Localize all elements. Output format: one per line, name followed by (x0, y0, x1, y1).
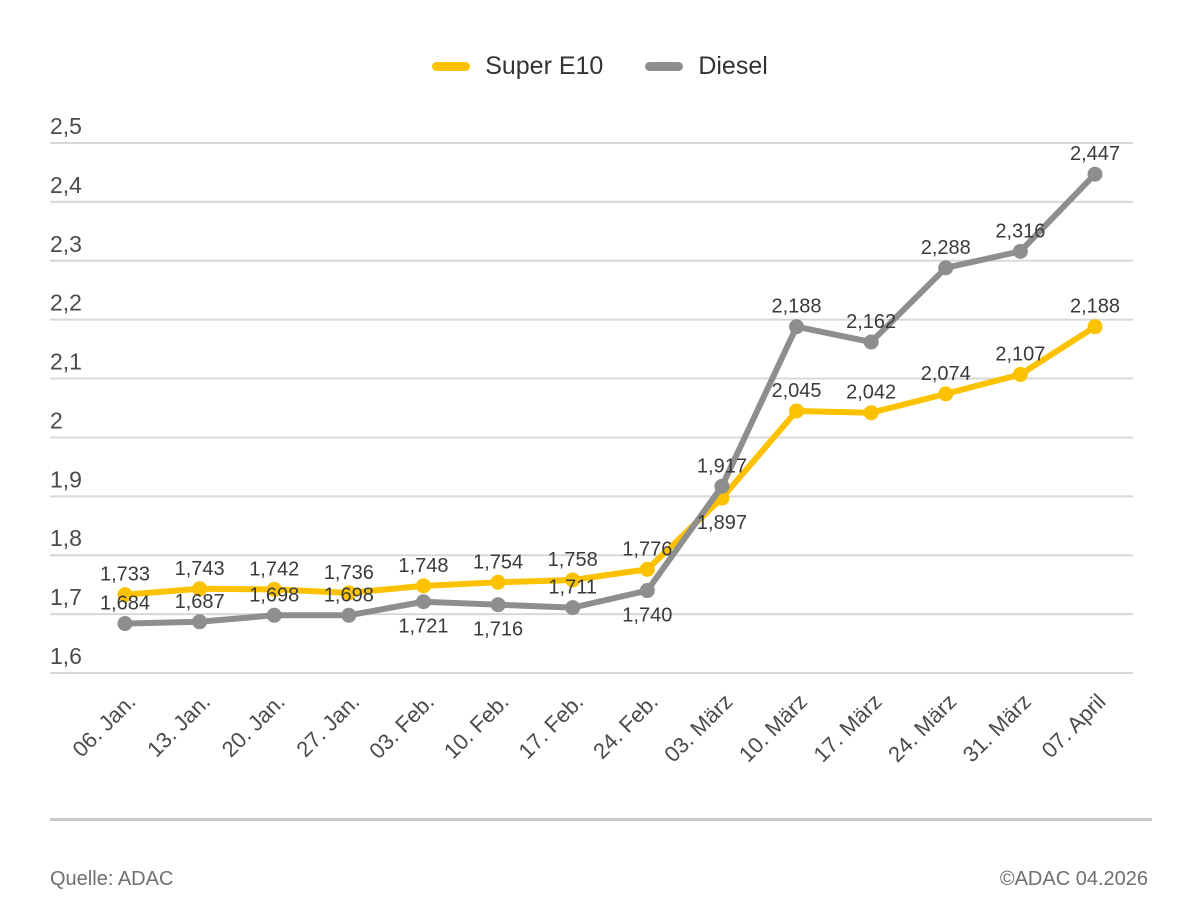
data-point-super-e10 (938, 386, 954, 402)
series-line-diesel (122, 171, 1098, 627)
data-point-value-label-diesel: 1,917 (697, 455, 747, 477)
data-point-diesel (639, 583, 655, 599)
data-point-diesel (192, 614, 208, 630)
x-axis-tick-label: 27. Jan. (291, 689, 364, 762)
legend-swatch-super-e10-line (432, 62, 471, 71)
x-axis-tick-label: 10. Feb. (439, 689, 514, 764)
data-point-super-e10 (192, 581, 208, 597)
y-axis-tick-label: 1,8 (50, 525, 82, 551)
data-point-diesel (1087, 166, 1103, 182)
data-point-diesel (714, 478, 730, 494)
data-point-value-label-super-e10: 2,042 (846, 382, 896, 404)
data-point-value-label-diesel: 2,316 (995, 220, 1045, 242)
data-point-value-label-diesel: 1,698 (249, 584, 299, 606)
data-point-value-label-super-e10: 1,742 (249, 558, 299, 580)
data-point-diesel (415, 594, 431, 610)
y-axis-tick-label: 2,2 (50, 290, 82, 316)
footer-divider (50, 818, 1152, 821)
copyright-note: ©ADAC 04.2026 (999, 868, 1148, 890)
y-axis-tick-label: 2,5 (50, 113, 82, 139)
data-point-super-e10 (266, 581, 282, 597)
data-point-super-e10 (341, 585, 357, 601)
legend-item-super-e10: Super E10 (432, 52, 603, 81)
data-point-super-e10 (565, 572, 581, 588)
y-axis-tick-label: 1,6 (50, 643, 82, 669)
x-axis-tick-label: 13. Jan. (142, 689, 215, 762)
legend-label-super-e10: Super E10 (485, 52, 604, 80)
series-line-super-e10 (122, 323, 1098, 598)
data-point-value-label-diesel: 2,288 (921, 237, 971, 259)
data-point-super-e10 (415, 578, 431, 594)
data-point-super-e10 (117, 587, 133, 603)
data-point-diesel (789, 319, 805, 335)
x-axis-tick-label: 07. April (1037, 689, 1111, 763)
data-point-value-label-diesel: 2,162 (846, 311, 896, 333)
data-point-value-label-diesel: 2,188 (772, 296, 822, 318)
data-point-value-label-super-e10: 1,736 (324, 562, 374, 584)
x-axis-tick-label: 03. Feb. (364, 689, 439, 764)
x-axis-tick-label: 03. März (659, 689, 737, 767)
data-point-super-e10 (490, 574, 506, 590)
data-point-diesel (1012, 243, 1028, 259)
x-axis-tick-label: 10. März (734, 689, 812, 767)
y-axis-tick-label: 2,3 (50, 231, 82, 257)
data-point-value-label-super-e10: 2,074 (921, 363, 971, 385)
y-axis-tick-label: 2,1 (50, 349, 82, 375)
data-point-value-label-diesel: 2,447 (1070, 143, 1120, 165)
y-axis-tick-label: 1,9 (50, 466, 82, 492)
x-axis-tick-label: 24. März (883, 689, 961, 767)
data-point-value-label-super-e10: 1,748 (398, 555, 448, 577)
chart-legend: Super E10 Diesel (0, 52, 1200, 81)
y-axis-tick-label: 1,7 (50, 584, 82, 610)
data-point-value-label-super-e10: 1,758 (548, 549, 598, 571)
legend-swatch-diesel-line (645, 62, 684, 71)
y-axis-tick-label: 2 (50, 407, 63, 433)
x-axis-tick-label: 17. Feb. (513, 689, 588, 764)
data-point-diesel (341, 607, 357, 623)
data-point-diesel (266, 607, 282, 623)
legend-item-diesel: Diesel (645, 52, 768, 81)
data-point-value-label-super-e10: 1,776 (622, 538, 672, 560)
data-point-value-label-diesel: 1,721 (398, 616, 448, 638)
x-axis-tick-label: 17. März (808, 689, 886, 767)
x-axis-tick-label: 06. Jan. (68, 689, 141, 762)
data-point-value-label-diesel: 1,740 (622, 605, 672, 627)
data-point-value-label-diesel: 1,684 (100, 593, 150, 615)
data-point-value-label-super-e10: 1,897 (697, 512, 747, 534)
data-point-diesel (117, 616, 133, 632)
source-note: Quelle: ADAC (50, 868, 174, 890)
data-point-value-label-diesel: 1,716 (473, 619, 523, 641)
data-point-value-label-super-e10: 2,045 (772, 380, 822, 402)
data-point-value-label-diesel: 1,711 (548, 577, 597, 599)
data-point-value-label-diesel: 1,698 (324, 584, 374, 606)
data-point-super-e10 (863, 405, 879, 421)
x-axis-tick-label: 20. Jan. (217, 689, 290, 762)
data-point-diesel (938, 260, 954, 276)
data-point-diesel (490, 597, 506, 613)
data-point-diesel (565, 600, 581, 616)
x-axis-tick-label: 24. Feb. (588, 689, 663, 764)
data-point-value-label-super-e10: 1,733 (100, 564, 150, 586)
data-point-super-e10 (1087, 319, 1103, 335)
data-point-value-label-super-e10: 2,107 (995, 343, 1045, 365)
legend-label-diesel: Diesel (698, 52, 768, 80)
data-point-diesel (863, 334, 879, 350)
data-point-value-label-super-e10: 1,754 (473, 551, 523, 573)
data-point-super-e10 (1012, 366, 1028, 382)
y-axis-tick-label: 2,4 (50, 172, 82, 198)
data-point-value-label-super-e10: 1,743 (175, 558, 225, 580)
data-point-value-label-super-e10: 2,188 (1070, 296, 1120, 318)
x-axis-tick-label: 31. März (958, 689, 1036, 767)
data-point-value-label-diesel: 1,687 (175, 591, 225, 613)
data-point-super-e10 (639, 561, 655, 577)
data-point-super-e10 (789, 403, 805, 419)
